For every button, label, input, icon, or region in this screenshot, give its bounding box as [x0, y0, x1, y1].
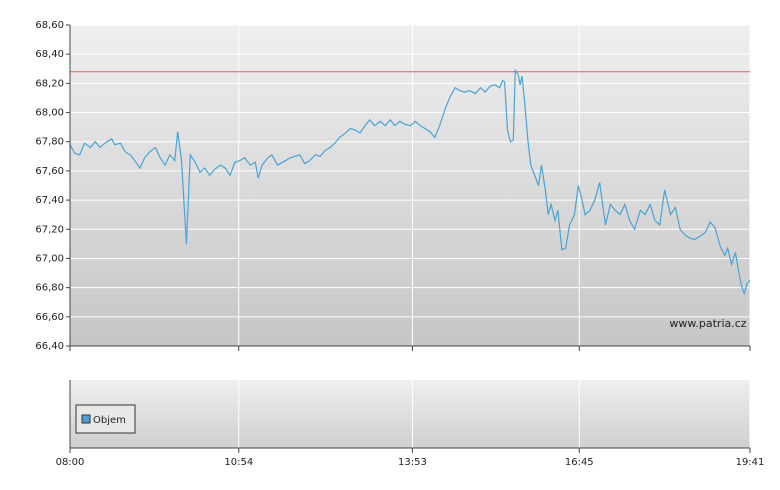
y-tick-label: 67,20: [35, 224, 64, 235]
y-tick-label: 68,20: [35, 78, 64, 89]
legend-label: Objem: [93, 415, 126, 426]
watermark: www.patria.cz: [669, 317, 746, 330]
y-tick-label: 66,80: [35, 283, 64, 294]
y-tick-label: 67,60: [35, 166, 64, 177]
price-plot-area: [70, 25, 750, 346]
x-tick-label: 08:00: [56, 457, 85, 468]
y-tick-label: 67,40: [35, 195, 64, 206]
x-tick-label: 10:54: [224, 457, 253, 468]
legend-swatch: [81, 414, 91, 424]
y-tick-label: 68,40: [35, 49, 64, 60]
y-tick-label: 67,80: [35, 137, 64, 148]
y-tick-label: 68,60: [35, 20, 64, 31]
y-tick-label: 67,00: [35, 253, 64, 264]
legend: Objem: [75, 404, 136, 434]
x-tick-label: 19:41: [736, 457, 765, 468]
price-line: [69, 68, 751, 296]
y-tick-label: 66,60: [35, 312, 64, 323]
x-tick-label: 13:53: [398, 457, 427, 468]
y-tick-label: 66,40: [35, 341, 64, 352]
volume-plot-area: [70, 380, 750, 448]
x-tick-label: 16:45: [565, 457, 594, 468]
y-tick-label: 68,00: [35, 108, 64, 119]
